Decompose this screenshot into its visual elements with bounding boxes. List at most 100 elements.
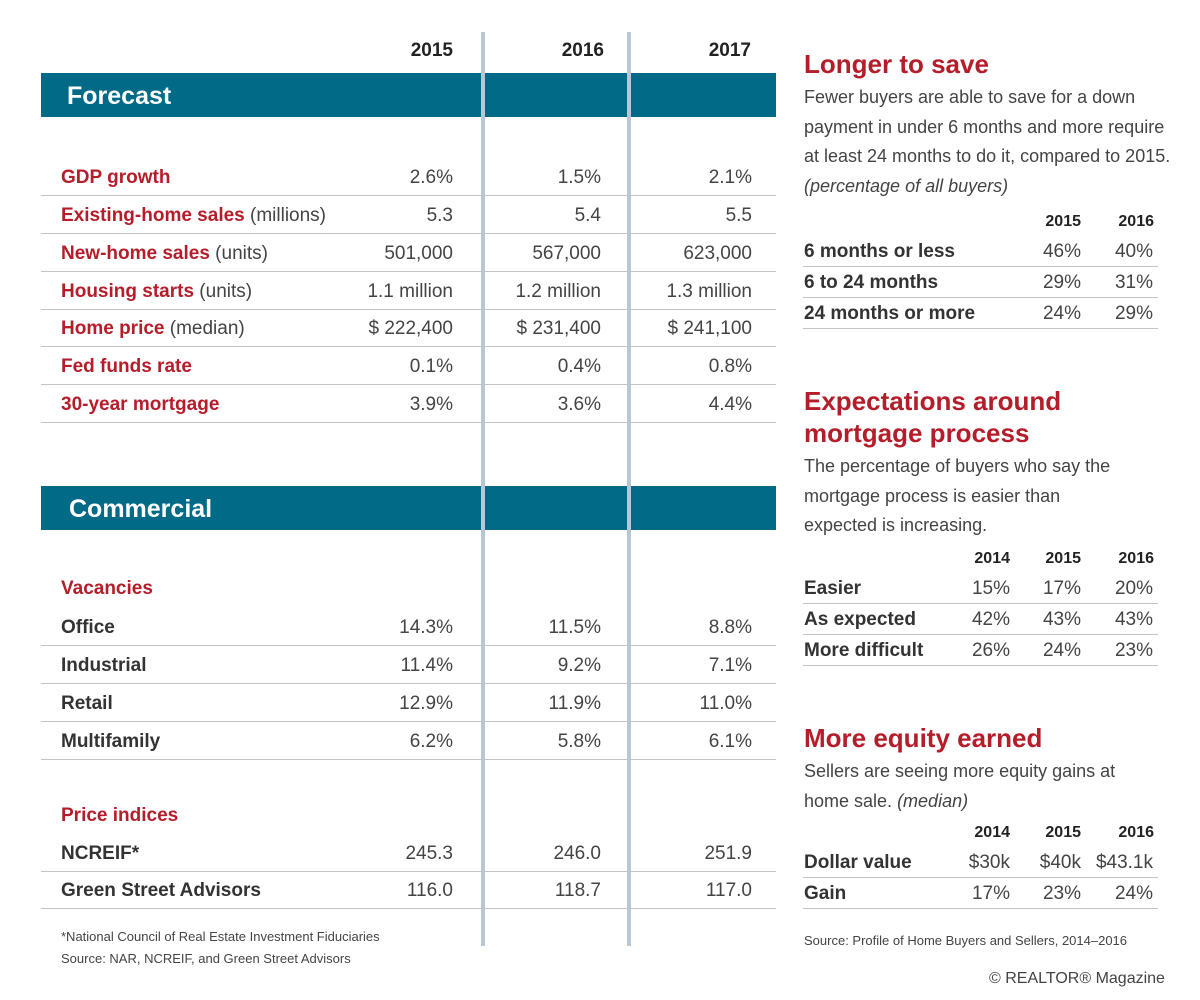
row-label: More difficult bbox=[804, 640, 924, 661]
table-row: As expected 42% 43% 43% bbox=[803, 604, 1158, 635]
row-value-2016: 29% bbox=[1114, 303, 1153, 324]
save-description: Fewer buyers are able to save for a down… bbox=[804, 87, 1171, 196]
equity-title: More equity earned bbox=[804, 723, 1043, 753]
row-value-2015: 12.9% bbox=[399, 693, 453, 714]
row-value-2015: 23% bbox=[1042, 883, 1081, 904]
row-value-2017: 4.4% bbox=[708, 394, 752, 415]
commercial-title: Commercial bbox=[69, 495, 213, 523]
row-label: Multifamily bbox=[61, 731, 161, 752]
row-value-2016: 9.2% bbox=[557, 655, 601, 676]
table-row: Industrial 11.4% 9.2% 7.1% bbox=[41, 646, 776, 684]
save-year-2015: 2015 bbox=[1045, 213, 1081, 230]
equity-description: Sellers are seeing more equity gains at … bbox=[804, 761, 1116, 811]
row-value-2016: 246.0 bbox=[553, 843, 601, 864]
table-row: Gain 17% 23% 24% bbox=[803, 878, 1158, 909]
row-value-2015: 2.6% bbox=[409, 167, 453, 188]
row-value-2015: 1.1 million bbox=[367, 281, 453, 302]
row-label: Home price (median) bbox=[61, 318, 245, 339]
row-label: Industrial bbox=[61, 655, 147, 676]
row-label: Existing-home sales (millions) bbox=[61, 205, 327, 226]
table-row: Office 14.3% 11.5% 8.8% bbox=[41, 608, 776, 646]
forecast-band: Forecast bbox=[41, 73, 776, 117]
row-label: Retail bbox=[61, 693, 113, 714]
row-label: 6 months or less bbox=[804, 241, 955, 262]
row-value-2016: 20% bbox=[1114, 578, 1153, 599]
row-value-2015: 5.3 bbox=[426, 205, 453, 226]
mortgage-title: Expectations around mortgage process bbox=[804, 386, 1062, 448]
row-value-2015: 11.4% bbox=[400, 655, 453, 676]
row-label: 30-year mortgage bbox=[61, 394, 220, 415]
save-title: Longer to save bbox=[804, 49, 989, 79]
row-value-2017: 7.1% bbox=[708, 655, 752, 676]
row-value-2017: 6.1% bbox=[708, 731, 752, 752]
row-label: As expected bbox=[804, 609, 916, 630]
price-indices-heading: Price indices bbox=[61, 805, 179, 826]
row-value-2016: 3.6% bbox=[557, 394, 601, 415]
row-value-2015: 245.3 bbox=[405, 843, 453, 864]
row-value-2017: 623,000 bbox=[683, 243, 752, 264]
row-label: 24 months or more bbox=[804, 303, 976, 324]
row-value-2016: 11.9% bbox=[548, 693, 601, 714]
table-row: 6 months or less 46% 40% bbox=[803, 236, 1158, 267]
row-value-2014: 26% bbox=[971, 640, 1010, 661]
year-header-2016: 2016 bbox=[561, 40, 604, 61]
row-value-2015: 6.2% bbox=[409, 731, 453, 752]
row-value-2017: $ 241,100 bbox=[667, 318, 752, 339]
table-row: Easier 15% 17% 20% bbox=[803, 573, 1158, 604]
table-row: More difficult 26% 24% 23% bbox=[803, 635, 1158, 666]
row-value-2016: 1.2 million bbox=[515, 281, 601, 302]
table-row: 24 months or more 24% 29% bbox=[803, 298, 1158, 329]
row-label: Gain bbox=[804, 883, 847, 904]
table-row: Retail 12.9% 11.9% 11.0% bbox=[41, 684, 776, 722]
row-value-2016: 1.5% bbox=[557, 167, 601, 188]
row-value-2016: 43% bbox=[1114, 609, 1153, 630]
row-label: New-home sales (units) bbox=[61, 243, 268, 264]
row-value-2015: 29% bbox=[1042, 272, 1081, 293]
copyright-notice: © REALTOR® Magazine bbox=[989, 970, 1165, 987]
table-row: Housing starts (units) 1.1 million 1.2 m… bbox=[41, 272, 776, 310]
row-label: 6 to 24 months bbox=[804, 272, 939, 293]
row-value-2017: 1.3 million bbox=[666, 281, 752, 302]
row-value-2016: 23% bbox=[1114, 640, 1153, 661]
row-value-2017: 8.8% bbox=[708, 617, 752, 638]
row-value-2016: 118.7 bbox=[554, 880, 601, 901]
row-value-2016: 5.8% bbox=[557, 731, 601, 752]
year-header-2017: 2017 bbox=[708, 40, 751, 61]
row-label: NCREIF* bbox=[61, 843, 140, 864]
row-label: Housing starts (units) bbox=[61, 281, 253, 302]
row-value-2015: $40k bbox=[1039, 852, 1081, 873]
table-row: Fed funds rate 0.1% 0.4% 0.8% bbox=[41, 347, 776, 385]
row-value-2015: 43% bbox=[1042, 609, 1081, 630]
table-row: 6 to 24 months 29% 31% bbox=[803, 267, 1158, 298]
footnote-source: Source: NAR, NCREIF, and Green Street Ad… bbox=[61, 951, 351, 966]
row-value-2015: 3.9% bbox=[409, 394, 453, 415]
commercial-band: Commercial bbox=[41, 486, 776, 530]
row-label: Easier bbox=[804, 578, 862, 599]
row-value-2015: $ 222,400 bbox=[368, 318, 453, 339]
row-value-2015: 46% bbox=[1042, 241, 1081, 262]
row-value-2016: 31% bbox=[1114, 272, 1153, 293]
row-value-2017: 117.0 bbox=[705, 880, 752, 901]
column-divider-2016 bbox=[481, 32, 485, 946]
row-value-2015: 14.3% bbox=[399, 617, 453, 638]
row-value-2014: 17% bbox=[971, 883, 1010, 904]
forecast-title: Forecast bbox=[67, 82, 172, 110]
row-value-2016: 40% bbox=[1114, 241, 1153, 262]
row-value-2016: 5.4 bbox=[574, 205, 601, 226]
mortgage-description: The percentage of buyers who say the mor… bbox=[804, 456, 1111, 535]
row-value-2017: 251.9 bbox=[704, 843, 752, 864]
row-value-2016: 24% bbox=[1114, 883, 1153, 904]
row-label: Office bbox=[61, 617, 115, 638]
row-value-2015: 24% bbox=[1042, 640, 1081, 661]
equity-year-2015: 2015 bbox=[1045, 824, 1081, 841]
equity-year-2016: 2016 bbox=[1118, 824, 1154, 841]
row-value-2016: 11.5% bbox=[548, 617, 601, 638]
table-row: GDP growth 2.6% 1.5% 2.1% bbox=[41, 158, 776, 196]
row-value-2015: 501,000 bbox=[384, 243, 453, 264]
row-value-2015: 17% bbox=[1042, 578, 1081, 599]
row-value-2017: 5.5 bbox=[725, 205, 752, 226]
table-row: Existing-home sales (millions) 5.3 5.4 5… bbox=[41, 196, 776, 234]
row-value-2014: 15% bbox=[971, 578, 1010, 599]
table-row: Multifamily 6.2% 5.8% 6.1% bbox=[41, 722, 776, 760]
row-value-2014: 42% bbox=[971, 609, 1010, 630]
